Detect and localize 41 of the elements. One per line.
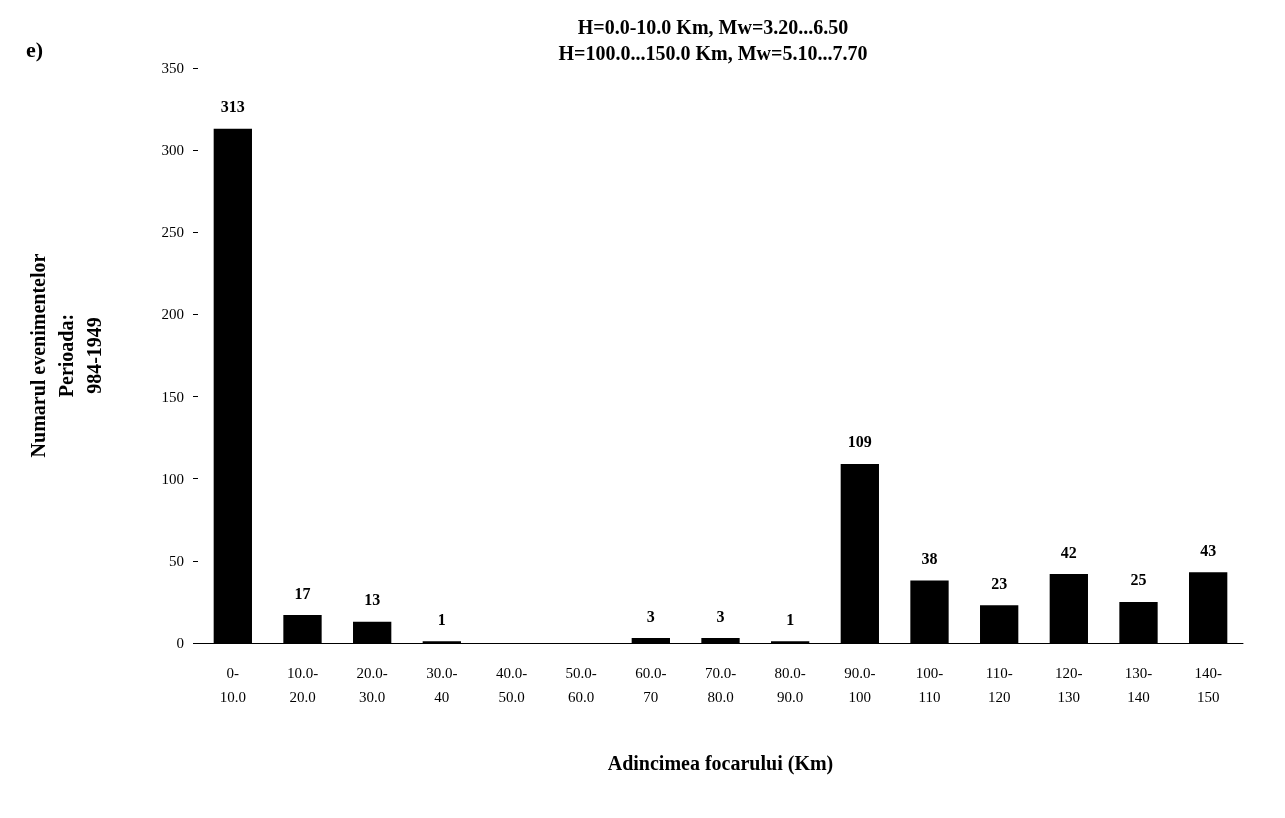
y-tick-label: 100 (161, 470, 184, 487)
data-label: 13 (364, 591, 381, 609)
x-tick-label: 40.0-50.0 (495, 665, 528, 705)
x-tick-label: 90.0-100 (844, 665, 876, 705)
chart-subtitle: H=100.0...150.0 Km, Mw=5.10...7.70 (558, 42, 868, 64)
y-tick-label: 300 (161, 142, 184, 159)
data-label: 1 (786, 610, 795, 628)
x-tick-label: 110-120 (985, 665, 1013, 705)
x-tick-label: 100-110 (915, 665, 944, 705)
x-tick-label: 20.0-30.0 (356, 665, 388, 705)
x-tick-label: 130-140 (1124, 665, 1153, 705)
x-tick-label: 120-130 (1055, 665, 1083, 705)
data-label: 17 (294, 584, 311, 602)
x-tick-label: 140-150 (1194, 665, 1222, 705)
x-tick-label: 50.0-60.0 (565, 665, 597, 705)
x-tick-label: 30.0-40 (426, 665, 458, 705)
y-tick-label: 50 (169, 552, 184, 569)
x-tick-label: 60.0-70 (635, 665, 667, 705)
y-tick-label: 200 (161, 306, 184, 323)
y-tick-label: 350 (161, 60, 184, 76)
data-label: 38 (921, 550, 938, 568)
y-axis-title: Numarul evenimentelor Perioada: 984-1949 (27, 253, 105, 458)
chart-title: H=0.0-10.0 Km, Mw=3.20...6.50 (577, 16, 849, 38)
data-label: 313 (220, 98, 245, 116)
y-tick-label: 250 (161, 224, 184, 241)
text: e) (26, 36, 44, 62)
data-label: 42 (1060, 543, 1077, 561)
data-label: 3 (716, 607, 725, 625)
x-tick-label: 70.0-80.0 (704, 665, 737, 705)
x-axis-title: Adincimea focarului (Km) (607, 752, 834, 775)
data-label: 1 (437, 610, 446, 628)
data-label: 43 (1200, 541, 1217, 559)
data-label: 23 (991, 574, 1008, 592)
data-label: 25 (1130, 571, 1147, 589)
y-tick-label: 0 (176, 635, 184, 651)
x-tick-label: 0-10.0 (219, 665, 246, 705)
data-label: 3 (646, 607, 655, 625)
y-tick-label: 150 (161, 388, 184, 405)
data-label: 109 (847, 433, 872, 451)
x-tick-label: 80.0-90.0 (774, 665, 806, 705)
x-tick-label: 10.0-20.0 (286, 665, 319, 705)
